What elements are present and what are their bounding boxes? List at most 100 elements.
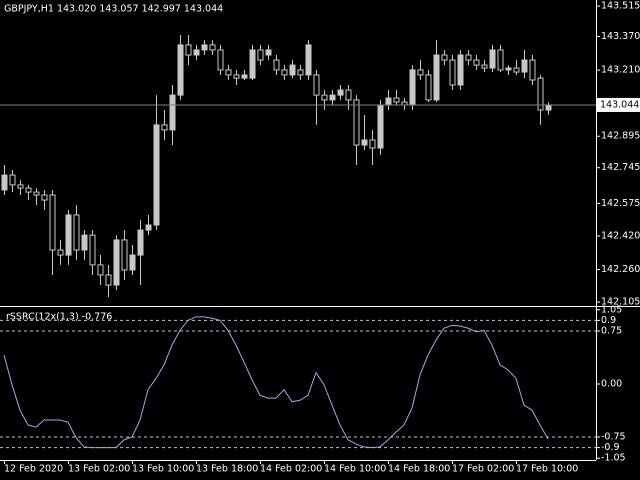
candle-body — [145, 224, 152, 231]
candle-body — [537, 77, 544, 111]
candle-body — [209, 44, 216, 51]
candle-body — [105, 274, 112, 286]
candle-body — [153, 124, 160, 226]
candle-body — [425, 74, 432, 101]
candle-body — [49, 194, 56, 251]
candle-body — [41, 194, 48, 201]
candle-body — [433, 54, 440, 101]
y-tick-label: 143.370 — [601, 31, 640, 42]
candle-body — [1, 174, 8, 191]
candle-body — [225, 69, 232, 76]
candle-body — [417, 69, 424, 76]
candle-body — [409, 69, 416, 106]
current-price-label: 143.044 — [600, 99, 639, 110]
candle-body — [329, 94, 336, 101]
x-tick-label: 13 Feb 10:00 — [132, 464, 194, 475]
candle-body — [345, 89, 352, 101]
candle-body — [257, 49, 264, 61]
candle-body — [217, 49, 224, 71]
candle-body — [465, 54, 472, 61]
candle-body — [369, 139, 376, 149]
y-tick-label: 142.260 — [601, 264, 640, 275]
y-tick-label: 142.105 — [601, 297, 640, 308]
indicator-title: rSSRC(12x(1,3) -0.776 — [6, 312, 112, 323]
candle-body — [97, 264, 104, 276]
candle-body — [489, 49, 496, 69]
current-price-box — [597, 97, 640, 112]
y-tick-label: 142.420 — [601, 230, 640, 241]
x-tick-label: 14 Feb 10:00 — [324, 464, 386, 475]
candle-body — [185, 44, 192, 56]
candle-body — [361, 139, 368, 146]
indicator-line — [3, 316, 549, 449]
candle-body — [273, 59, 280, 71]
x-tick-label: 12 Feb 2020 — [4, 464, 63, 475]
candle-body — [305, 44, 312, 76]
candle-body — [57, 249, 64, 256]
candle-body — [313, 74, 320, 96]
x-tick-label: 14 Feb 02:00 — [260, 464, 322, 475]
candle-body — [529, 59, 536, 81]
candle-body — [321, 94, 328, 101]
candle-body — [353, 99, 360, 146]
candle-body — [81, 234, 88, 251]
candle-body — [289, 64, 296, 76]
y-tick-label: 143.515 — [601, 1, 640, 12]
candle-body — [441, 54, 448, 61]
candle-body — [249, 49, 256, 79]
candle-body — [241, 74, 248, 79]
candle-body — [9, 174, 16, 186]
y-tick-label: -0.9 — [601, 442, 620, 453]
candle-body — [33, 191, 40, 196]
candle-body — [193, 49, 200, 56]
candle-body — [513, 67, 520, 73]
candle-body — [457, 54, 464, 86]
y-tick-label: 0.9 — [601, 315, 616, 326]
candle-body — [201, 44, 208, 51]
candle-body — [505, 67, 512, 71]
candle-body — [337, 89, 344, 96]
candle-body — [545, 104, 552, 111]
candle-body — [121, 239, 128, 271]
x-tick-label: 14 Feb 18:00 — [388, 464, 450, 475]
candle-body — [297, 69, 304, 76]
candle-body — [521, 59, 528, 73]
y-tick-label: 0.75 — [601, 325, 622, 336]
x-tick-label: 13 Feb 02:00 — [68, 464, 130, 475]
x-tick-label: 17 Feb 10:00 — [516, 464, 578, 475]
candle-body — [73, 214, 80, 251]
candle-body — [377, 104, 384, 149]
candle-body — [169, 94, 176, 131]
y-tick-label: 142.895 — [601, 131, 640, 142]
candle-body — [177, 44, 184, 96]
chart-title: GBPJPY,H1 143.020 143.057 142.997 143.04… — [4, 4, 223, 15]
candle-body — [137, 229, 144, 256]
y-tick-label: 1.05 — [601, 304, 622, 315]
candle-body — [385, 97, 392, 106]
y-tick-label: 142.575 — [601, 198, 640, 209]
y-tick-label: 143.210 — [601, 65, 640, 76]
candle-body — [233, 74, 240, 79]
candle-body — [281, 69, 288, 76]
candle-body — [89, 234, 96, 266]
candle-body — [497, 49, 504, 71]
candle-body — [449, 59, 456, 86]
x-tick-label: 17 Feb 02:00 — [452, 464, 514, 475]
x-tick-label: 13 Feb 18:00 — [196, 464, 258, 475]
candle-body — [65, 214, 72, 256]
candle-body — [161, 124, 168, 131]
candle-body — [265, 49, 272, 56]
candle-body — [473, 59, 480, 66]
candle-body — [393, 97, 400, 103]
y-tick-label: 142.745 — [601, 162, 640, 173]
y-tick-label: 0.00 — [601, 379, 622, 390]
candle-body — [481, 64, 488, 69]
y-tick-label: -0.75 — [601, 432, 626, 443]
candle-body — [129, 254, 136, 271]
candle-body — [25, 187, 32, 193]
candle-body — [17, 184, 24, 189]
candle-body — [113, 239, 120, 286]
